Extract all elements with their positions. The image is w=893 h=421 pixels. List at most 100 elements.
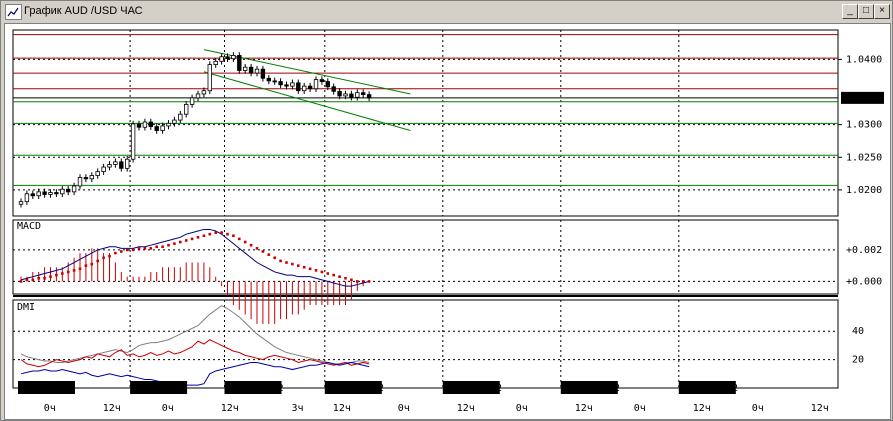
signal-point (179, 240, 182, 244)
title-bar[interactable]: График AUD /USD ЧАС _ □ × (2, 2, 891, 20)
chart-area[interactable]: 1.0200 1.0250 1.0300 1.0400 1.0341 MACD +0.000… (4, 23, 891, 420)
date-label: 6.9.2012 (23, 383, 71, 394)
candle-body (284, 84, 289, 87)
signal-point (102, 256, 105, 260)
hour-label: 0ч (398, 403, 410, 414)
chart-canvas[interactable]: 1.0200 1.0250 1.0300 1.0400 1.0341 MACD +0.000… (5, 24, 890, 419)
dmi-adx-line (20, 305, 370, 365)
maximize-button[interactable]: □ (858, 4, 874, 19)
candle (290, 79, 295, 90)
signal-point (84, 264, 88, 267)
candle (160, 122, 165, 134)
signal-point (120, 250, 123, 253)
date-box (560, 381, 618, 394)
candle-body (54, 192, 59, 195)
dmi-panel (12, 299, 839, 389)
candle-body (260, 68, 266, 79)
candle (266, 75, 271, 85)
signal-point (90, 262, 94, 266)
signal-point (149, 247, 153, 250)
date-box (324, 381, 382, 394)
signal-point (96, 259, 99, 263)
date-label: 12.9.2012 (448, 383, 502, 394)
candle (349, 90, 354, 101)
hour-label: 0ч (162, 403, 174, 414)
candle-body (95, 171, 100, 176)
candle (307, 82, 313, 92)
candle-body (331, 86, 336, 92)
candle (30, 190, 35, 200)
candle-body (160, 125, 165, 131)
candle-body (172, 119, 177, 124)
candle (284, 81, 289, 90)
candle-body (136, 123, 142, 128)
candle (207, 61, 212, 94)
signal-point (255, 247, 259, 250)
candle (183, 101, 189, 118)
candle (172, 116, 177, 127)
signal-point (220, 231, 223, 234)
hour-label: 12ч (575, 403, 593, 414)
dmi-plus-line (20, 339, 370, 368)
candle (225, 53, 230, 62)
hour-label: 0ч (752, 403, 764, 414)
signal-point (291, 262, 294, 266)
candle-body (166, 122, 171, 127)
signal-point (196, 236, 200, 239)
minimize-button[interactable]: _ (842, 4, 858, 19)
candle (60, 185, 65, 198)
hour-label: 0ч (634, 403, 646, 414)
candle (136, 120, 142, 131)
candle-body (272, 80, 277, 83)
signal-point (31, 278, 35, 282)
candle (48, 189, 53, 198)
signal-point (238, 237, 241, 241)
hour-label: 0ч (516, 403, 528, 414)
candle (296, 79, 301, 94)
price-tick-label: 1.0200 (846, 185, 882, 196)
signal-point (320, 270, 324, 274)
date-label: 7.9.2012 (135, 383, 183, 394)
candle-body (66, 188, 71, 193)
candle-body (119, 161, 124, 169)
signal-point (261, 250, 265, 253)
candle (237, 52, 242, 74)
signal-point (37, 276, 40, 280)
candle (260, 65, 266, 82)
price-tick-label: 1.0250 (846, 152, 882, 163)
signal-point (302, 265, 306, 269)
price-tick-label: 1.0400 (846, 54, 882, 65)
candle-body (337, 90, 342, 97)
dmi-tick-label: 20 (852, 355, 864, 366)
current-price-box (841, 91, 884, 104)
candle-body (207, 64, 212, 92)
candle (355, 89, 360, 101)
candle-body (254, 68, 260, 74)
signal-point (167, 243, 170, 247)
signal-point (267, 253, 271, 256)
candle-body (142, 121, 148, 128)
date-box (18, 381, 75, 394)
date-box (678, 381, 736, 394)
macd-panel (12, 219, 839, 295)
chart-icon (5, 4, 22, 20)
signal-point (232, 234, 235, 238)
candle-body (360, 92, 366, 96)
signal-point (137, 247, 141, 250)
chart-icon-graphic (7, 7, 19, 17)
candle (24, 190, 30, 205)
signal-point (350, 278, 353, 282)
hour-label: 12ч (221, 403, 239, 414)
candle (66, 185, 71, 196)
signal-point (155, 245, 158, 249)
candle-body (343, 93, 348, 97)
candle (18, 198, 24, 208)
candle (148, 118, 153, 130)
candle (130, 120, 136, 163)
candle (248, 63, 254, 77)
close-button[interactable]: × (874, 4, 890, 19)
macd-tick-label: +0.002 (846, 245, 882, 256)
candle-body (130, 123, 136, 160)
candle-body (178, 113, 183, 121)
